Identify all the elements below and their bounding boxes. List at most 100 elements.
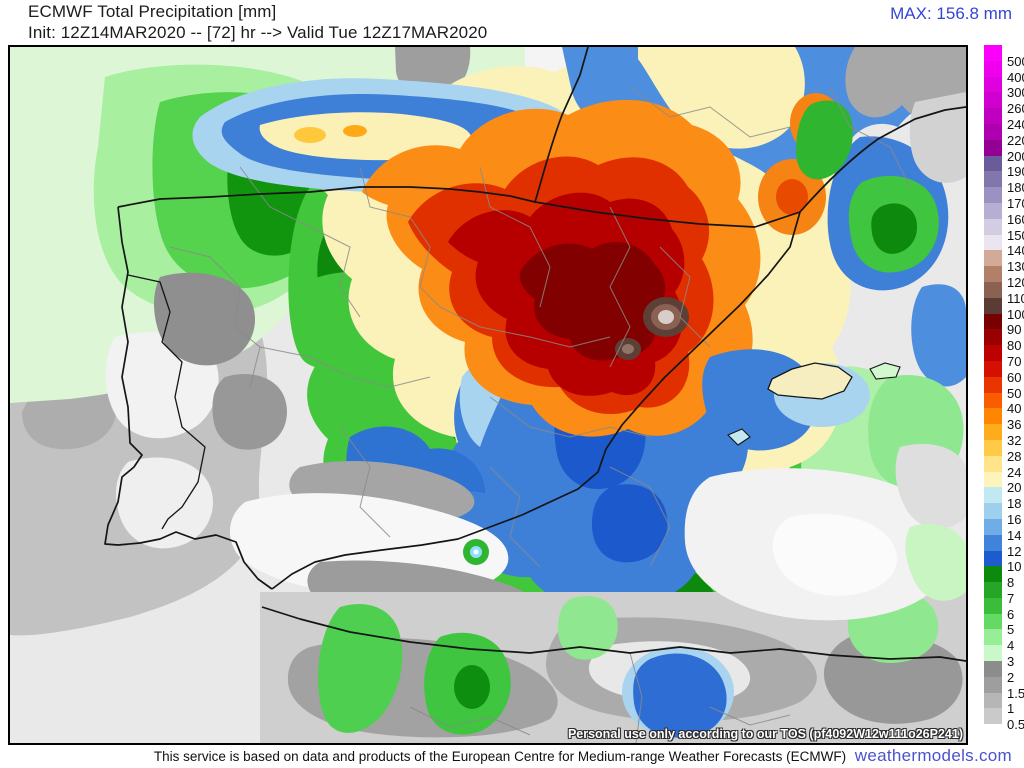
legend-row: 6 — [984, 597, 1014, 622]
legend-row: 8 — [984, 566, 1014, 590]
legend-value-label: 36 — [1007, 417, 1022, 433]
legend-value-label: 240 — [1007, 116, 1024, 132]
legend-swatch — [984, 455, 1002, 472]
legend-value-label: 220 — [1007, 132, 1024, 148]
legend-value-label: 300 — [1007, 85, 1024, 101]
legend-value-label: 100 — [1007, 306, 1024, 322]
legend-row: 28 — [984, 439, 1021, 464]
legend-value-label: 28 — [1007, 448, 1022, 464]
legend-swatch — [984, 218, 1002, 235]
legend-row: 18 — [984, 487, 1021, 511]
legend-value-label: 110 — [1007, 290, 1024, 306]
precipitation-map: Personal use only according to our TOS (… — [8, 45, 968, 745]
weathermodels-brand-link[interactable]: weathermodels.com — [854, 746, 1012, 765]
legend-swatch — [984, 518, 1002, 535]
legend-swatch — [984, 329, 1002, 346]
legend-value-label: 8 — [1007, 575, 1015, 591]
legend-row: 4 — [984, 629, 1014, 653]
legend-row: 50 — [984, 376, 1021, 401]
legend-value-label: 150 — [1007, 227, 1024, 243]
legend-swatch — [984, 424, 1002, 440]
legend-row: 120 — [984, 266, 1024, 290]
legend-row: 220 — [984, 123, 1024, 148]
legend-swatch — [984, 566, 1002, 583]
legend-row: 14 — [984, 518, 1021, 543]
legend-row: 150 — [984, 218, 1024, 243]
legend-swatch — [984, 692, 1002, 709]
legend-row: 5 — [984, 613, 1014, 637]
legend-row: 100 — [984, 297, 1024, 322]
precip-field-layer — [10, 47, 966, 743]
legend-swatch — [984, 202, 1002, 219]
legend-swatch — [984, 76, 1002, 93]
legend-value-label: 7 — [1007, 590, 1015, 606]
title-block: ECMWF Total Precipitation [mm] Init: 12Z… — [28, 1, 487, 43]
legend-row: 36 — [984, 408, 1021, 432]
legend-value-label: 260 — [1007, 101, 1024, 117]
legend-swatch — [984, 661, 1002, 677]
legend-row: 10 — [984, 550, 1021, 574]
legend-row: 240 — [984, 108, 1024, 132]
legend-swatch — [984, 550, 1002, 567]
legend-swatch — [984, 376, 1002, 393]
legend-value-label: 120 — [1007, 274, 1024, 290]
precipitation-map-svg — [10, 47, 966, 743]
tos-watermark: Personal use only according to our TOS (… — [567, 727, 963, 741]
legend-row: 1 — [984, 692, 1014, 716]
legend-value-label: 24 — [1007, 464, 1022, 480]
legend-swatch — [984, 171, 1002, 188]
legend-swatch — [984, 597, 1002, 614]
legend-value-label: 12 — [1007, 543, 1022, 559]
legend-value-label: 0.5 — [1007, 717, 1024, 733]
legend-swatch — [984, 60, 1002, 77]
legend-value-label: 60 — [1007, 369, 1022, 385]
map-init-valid-line: Init: 12Z14MAR2020 -- [72] hr --> Valid … — [28, 23, 488, 42]
legend-row: 20 — [984, 471, 1021, 495]
legend-swatch — [984, 266, 1002, 282]
legend-value-label: 4 — [1007, 638, 1015, 654]
legend-value-label: 130 — [1007, 259, 1024, 275]
legend-row: 500 — [984, 45, 1024, 69]
legend-row: 7 — [984, 582, 1014, 606]
legend-value-label: 1.5 — [1007, 685, 1024, 701]
legend-row: 70 — [984, 345, 1021, 369]
legend-swatch — [984, 313, 1002, 330]
legend-swatch — [984, 297, 1002, 314]
legend-swatch — [984, 708, 1002, 725]
legend-swatch — [984, 45, 1002, 61]
legend-value-label: 50 — [1007, 385, 1022, 401]
legend-value-label: 2 — [1007, 669, 1015, 685]
legend-row: 260 — [984, 92, 1024, 116]
legend-value-label: 90 — [1007, 322, 1022, 338]
legend-value-label: 20 — [1007, 480, 1022, 496]
legend-value-label: 70 — [1007, 353, 1022, 369]
legend-swatch — [984, 123, 1002, 140]
legend-value-label: 500 — [1007, 53, 1024, 69]
legend-swatch — [984, 471, 1002, 488]
legend-value-label: 16 — [1007, 511, 1022, 527]
legend-swatch — [984, 108, 1002, 124]
legend-row: 80 — [984, 329, 1021, 353]
legend-swatch — [984, 187, 1002, 203]
legend-value-label: 40 — [1007, 401, 1022, 417]
legend-swatch — [984, 582, 1002, 598]
legend-swatch — [984, 139, 1002, 156]
legend-row: 24 — [984, 455, 1021, 480]
mallorca-island — [767, 362, 853, 400]
legend-row: 170 — [984, 187, 1024, 211]
legend-row: 110 — [984, 281, 1024, 306]
legend-swatch — [984, 439, 1002, 456]
legend-swatch — [984, 392, 1002, 409]
legend-row: 16 — [984, 503, 1021, 527]
region-borders-layer — [169, 86, 911, 743]
legend-swatch — [984, 281, 1002, 298]
legend-row: 3 — [984, 645, 1014, 669]
legend-swatch — [984, 408, 1002, 425]
legend-row: 1.5 — [984, 676, 1024, 701]
legend-row: 60 — [984, 360, 1021, 385]
legend-swatch — [984, 250, 1002, 267]
legend-value-label: 14 — [1007, 527, 1022, 543]
legend-value-label: 160 — [1007, 211, 1024, 227]
legend-swatch — [984, 676, 1002, 693]
legend-row: 0.5 — [984, 708, 1024, 732]
